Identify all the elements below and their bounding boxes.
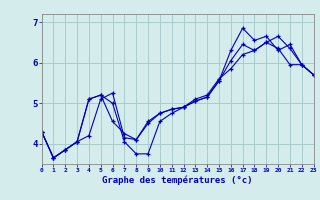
X-axis label: Graphe des températures (°c): Graphe des températures (°c) bbox=[102, 176, 253, 185]
